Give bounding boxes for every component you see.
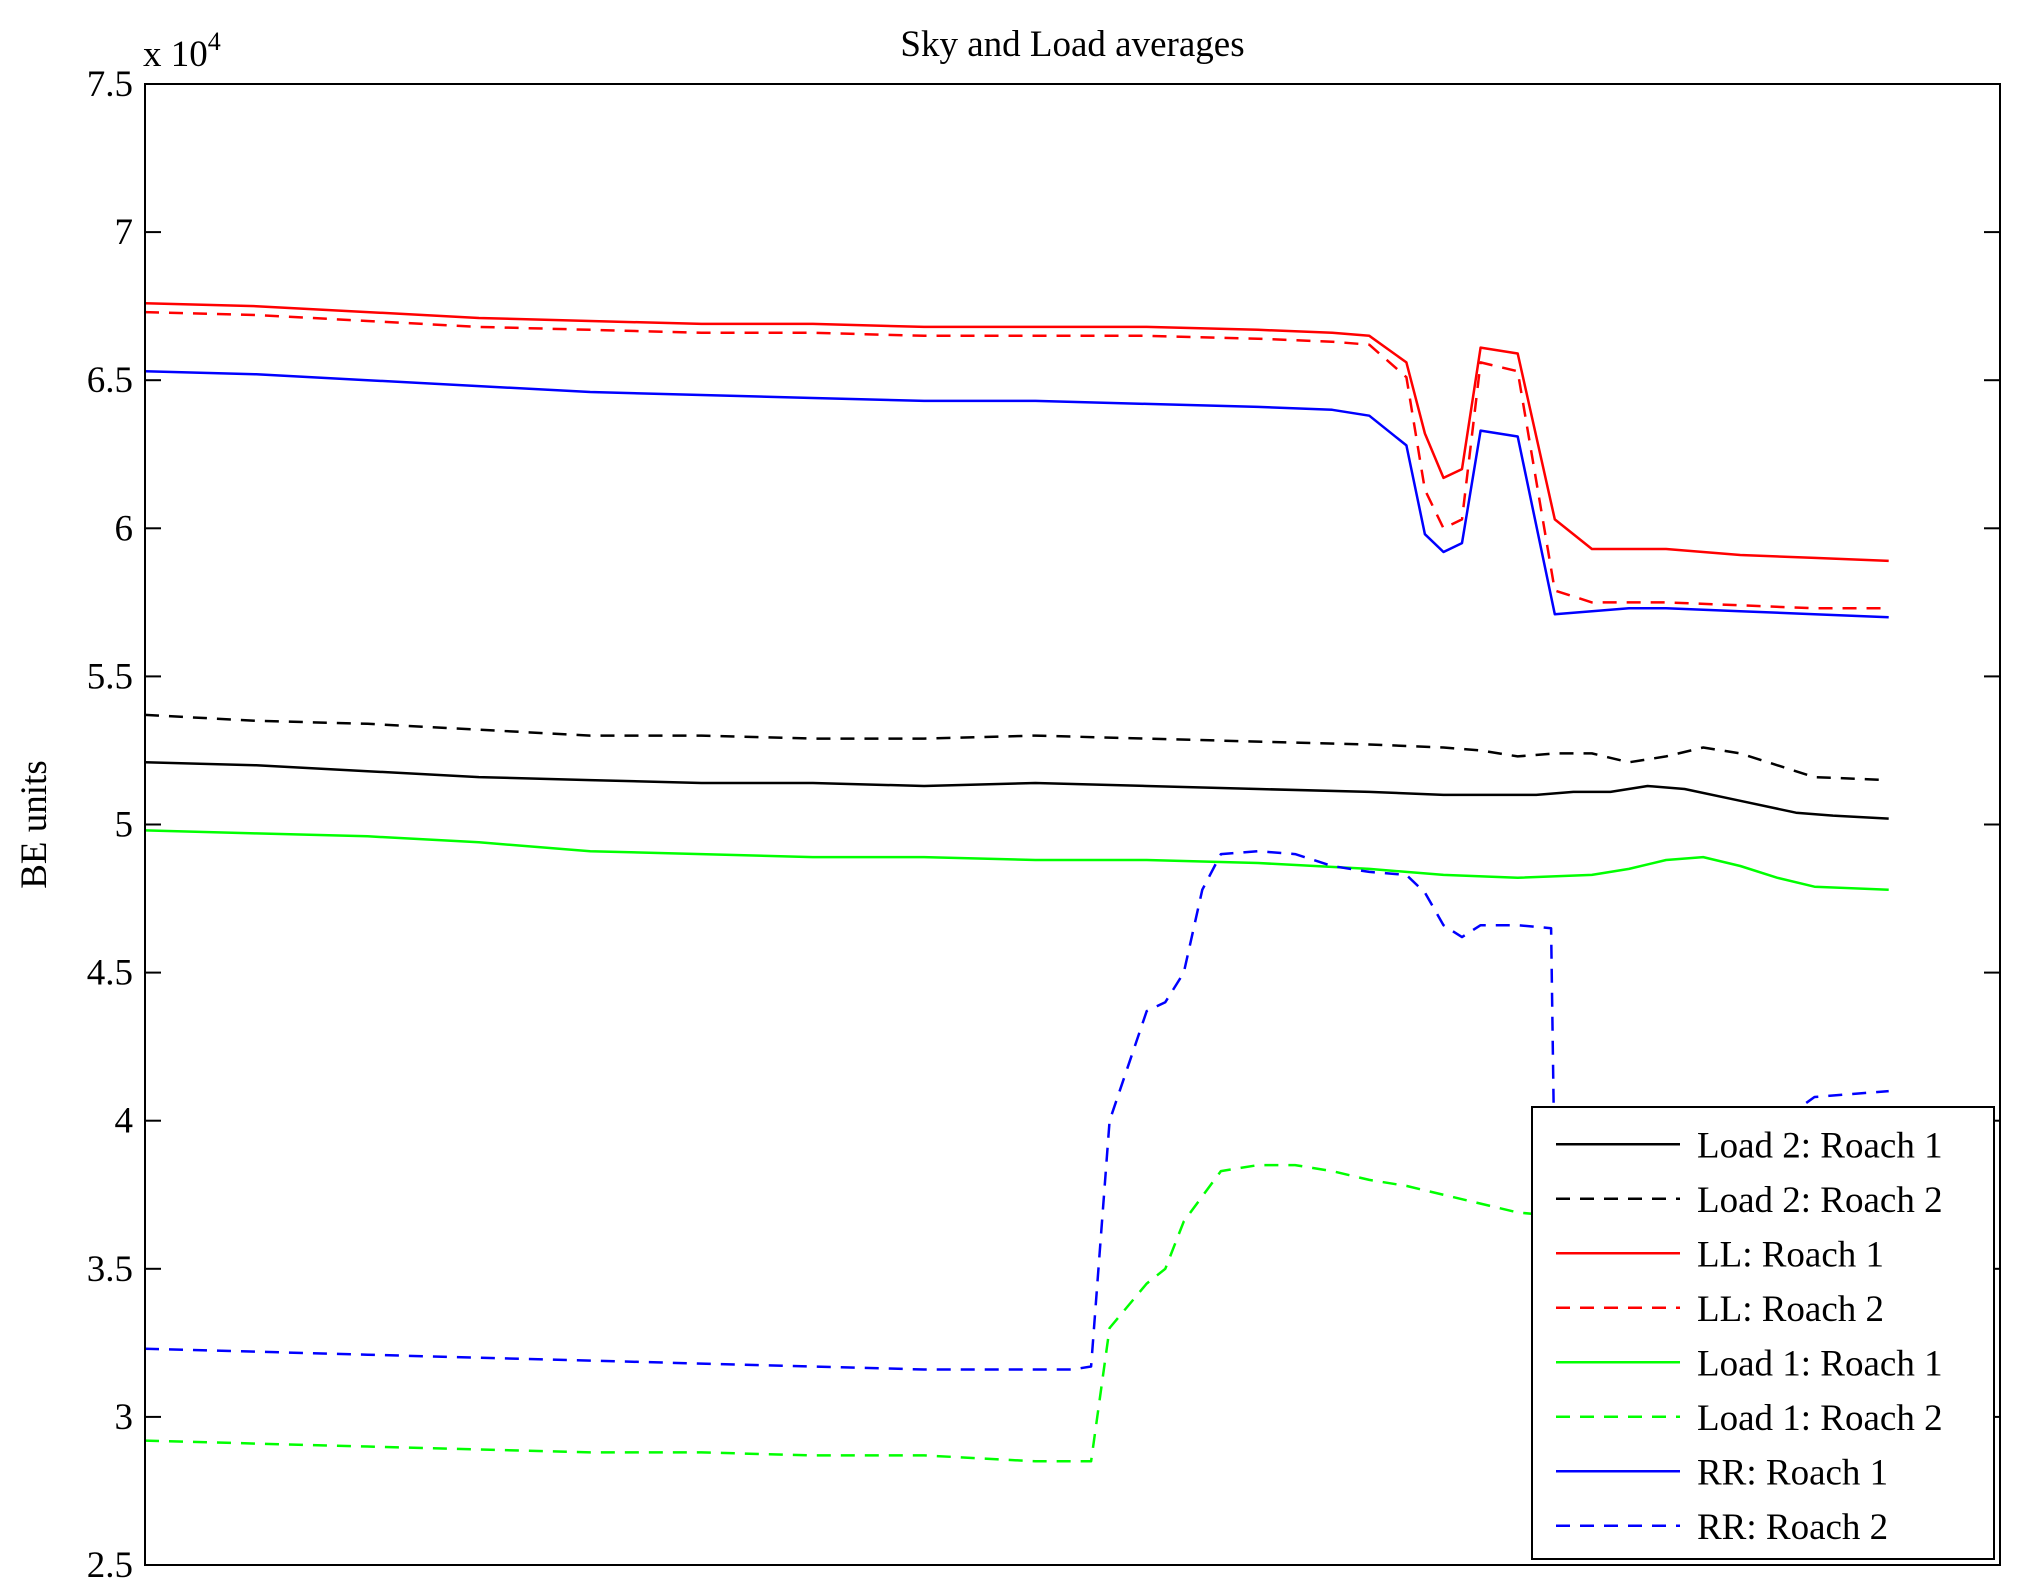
series-line-1 — [144, 761, 1889, 820]
legend-entry: LL: Roach 1 — [1697, 1234, 1884, 1275]
series-line-3 — [144, 301, 1889, 563]
legend-entry: Load 2: Roach 2 — [1697, 1180, 1943, 1221]
series-line-2 — [144, 713, 1889, 782]
legend-entry: LL: Roach 2 — [1697, 1289, 1884, 1330]
y-tick-label: 4.5 — [87, 953, 133, 994]
series-layer — [144, 301, 1889, 1472]
legend: Load 2: Roach 1 Load 2: Roach 2 LL: Roach … — [1531, 1106, 1995, 1560]
legend-entry: Load 2: Roach 1 — [1697, 1125, 1943, 1166]
series-line-5 — [144, 829, 1889, 891]
y-tick-label: 5 — [115, 805, 134, 846]
y-tick-label: 3 — [115, 1397, 134, 1438]
y-tick-label: 4 — [115, 1101, 134, 1142]
series-line-4 — [144, 310, 1889, 610]
y-tick-label: 5.5 — [87, 656, 133, 697]
y-tick-label: 7 — [115, 212, 134, 253]
series-line-8 — [144, 849, 1889, 1448]
legend-box — [1531, 1106, 1995, 1560]
y-axis-multiplier-exponent: 4 — [208, 27, 221, 56]
y-tick-label: 7.5 — [87, 64, 133, 105]
y-axis-label: BE units — [14, 760, 55, 889]
legend-entry: RR: Roach 2 — [1697, 1507, 1888, 1548]
y-tick-label: 6.5 — [87, 360, 133, 401]
y-axis-multiplier: x 104 — [143, 27, 221, 75]
y-tick-label: 3.5 — [87, 1249, 133, 1290]
y-tick-label: 2.5 — [87, 1545, 133, 1586]
y-tick-label: 6 — [115, 508, 134, 549]
tick-layer: 2.5 3 3.5 4 4.5 5 5.5 6 6.5 7 7.5 — [87, 64, 2000, 1586]
series-line-7 — [144, 370, 1889, 619]
chart-title: Sky and Load averages — [900, 24, 1244, 65]
legend-entry: Load 1: Roach 1 — [1697, 1343, 1943, 1384]
y-axis-multiplier-base: x 10 — [143, 34, 208, 75]
legend-entry: RR: Roach 1 — [1697, 1452, 1888, 1493]
legend-entry: Load 1: Roach 2 — [1697, 1398, 1943, 1439]
